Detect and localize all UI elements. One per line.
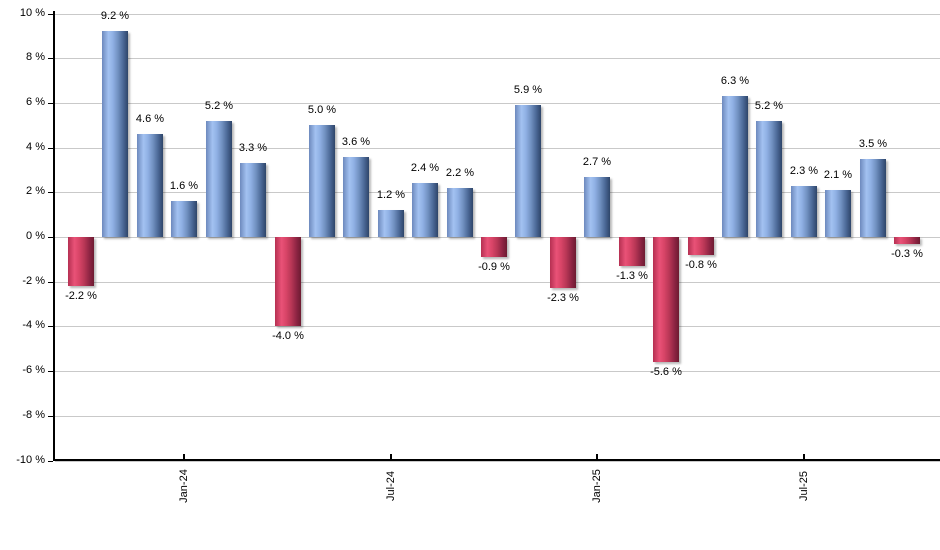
x-axis-tick-label: Jan-25: [591, 469, 603, 503]
x-axis-tick-label: Jan-24: [178, 469, 190, 503]
bar-negative[interactable]: [653, 237, 679, 362]
gridline: [55, 14, 940, 15]
bar-positive[interactable]: [584, 177, 610, 237]
bar-value-label: -4.0 %: [272, 330, 304, 342]
bar-negative[interactable]: [481, 237, 507, 257]
bar-value-label: -0.9 %: [478, 261, 510, 273]
y-axis-tick-label: 4 %: [26, 141, 45, 153]
x-axis-tick-label: Jul-25: [798, 471, 810, 501]
bar-positive[interactable]: [171, 201, 197, 237]
y-axis-tick: [48, 461, 53, 462]
bar-value-label: -5.6 %: [650, 366, 682, 378]
y-axis-line: [53, 11, 55, 461]
bar-negative[interactable]: [550, 237, 576, 288]
bar-value-label: -2.3 %: [547, 292, 579, 304]
bar-negative[interactable]: [275, 237, 301, 326]
bar-value-label: 2.3 %: [789, 165, 819, 177]
bar-value-label: 5.0 %: [307, 104, 337, 116]
bar-value-label: 3.6 %: [341, 136, 371, 148]
bar-positive[interactable]: [825, 190, 851, 237]
bar-value-label: 3.5 %: [858, 138, 888, 150]
y-axis-tick-label: -4 %: [22, 319, 45, 331]
bar-value-label: -0.8 %: [685, 259, 717, 271]
bar-positive[interactable]: [137, 134, 163, 237]
gridline: [55, 58, 940, 59]
y-axis-tick-label: -6 %: [22, 364, 45, 376]
bar-value-label: 2.2 %: [445, 167, 475, 179]
bar-positive[interactable]: [447, 188, 473, 237]
bar-positive[interactable]: [860, 159, 886, 237]
bar-positive[interactable]: [515, 105, 541, 237]
y-axis-tick-label: 8 %: [26, 51, 45, 63]
bar-value-label: 2.4 %: [410, 162, 440, 174]
bar-negative[interactable]: [894, 237, 920, 244]
x-axis-tick: [803, 454, 805, 460]
bar-positive[interactable]: [206, 121, 232, 237]
bar-value-label: -0.3 %: [891, 248, 923, 260]
gridline: [55, 192, 940, 193]
y-axis-tick-label: -2 %: [22, 275, 45, 287]
x-axis-tick-label: Jul-24: [385, 471, 397, 501]
gridline: [55, 103, 940, 104]
bar-value-label: 4.6 %: [135, 113, 165, 125]
bar-negative[interactable]: [68, 237, 94, 286]
y-axis-tick-label: 10 %: [19, 7, 45, 19]
y-axis-tick: [48, 371, 53, 372]
bar-value-label: -1.3 %: [616, 270, 648, 282]
gridline: [55, 461, 940, 462]
y-axis-tick: [48, 103, 53, 104]
gridline: [55, 371, 940, 372]
y-axis-tick: [48, 14, 53, 15]
bar-value-label: 2.1 %: [823, 169, 853, 181]
x-axis-line: [53, 459, 940, 461]
bar-value-label: 5.2 %: [754, 100, 784, 112]
bar-negative[interactable]: [688, 237, 714, 255]
y-axis-tick: [48, 326, 53, 327]
bar-value-label: 2.7 %: [582, 156, 612, 168]
bar-negative[interactable]: [619, 237, 645, 266]
bar-value-label: 1.2 %: [376, 189, 406, 201]
gridline: [55, 326, 940, 327]
x-axis-tick: [596, 454, 598, 460]
bar-positive[interactable]: [791, 186, 817, 237]
x-axis-tick: [390, 454, 392, 460]
gridline: [55, 282, 940, 283]
y-axis-tick-label: -8 %: [22, 409, 45, 421]
y-axis-tick: [48, 416, 53, 417]
gridline: [55, 148, 940, 149]
bar-positive[interactable]: [309, 125, 335, 237]
y-axis-tick: [48, 192, 53, 193]
bar-positive[interactable]: [240, 163, 266, 237]
bar-value-label: 5.2 %: [204, 100, 234, 112]
bar-positive[interactable]: [378, 210, 404, 237]
y-axis-tick: [48, 58, 53, 59]
bar-positive[interactable]: [412, 183, 438, 237]
bar-value-label: 5.9 %: [513, 84, 543, 96]
y-axis-tick-label: -10 %: [16, 454, 45, 466]
bar-positive[interactable]: [722, 96, 748, 237]
y-axis-tick-label: 2 %: [26, 185, 45, 197]
bar-positive[interactable]: [343, 157, 369, 237]
bar-value-label: 6.3 %: [720, 75, 750, 87]
bar-positive[interactable]: [756, 121, 782, 237]
y-axis-tick: [48, 148, 53, 149]
bar-value-label: 1.6 %: [169, 180, 199, 192]
bar-value-label: 9.2 %: [100, 10, 130, 22]
y-axis-tick-label: 0 %: [26, 230, 45, 242]
bar-value-label: 3.3 %: [238, 142, 268, 154]
y-axis-tick: [48, 237, 53, 238]
bar-value-label: -2.2 %: [65, 290, 97, 302]
bar-positive[interactable]: [102, 31, 128, 237]
y-axis-tick-label: 6 %: [26, 96, 45, 108]
x-axis-tick: [183, 454, 185, 460]
y-axis-tick: [48, 282, 53, 283]
gridline: [55, 416, 940, 417]
